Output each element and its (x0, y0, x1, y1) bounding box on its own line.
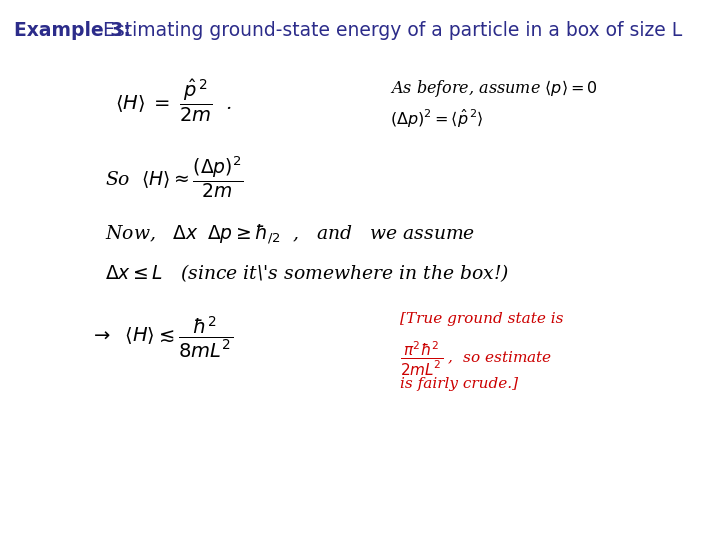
Text: Example 3:: Example 3: (14, 21, 131, 40)
Text: [True ground state is: [True ground state is (400, 312, 564, 326)
Text: As before, assume $\langle p \rangle = 0$: As before, assume $\langle p \rangle = 0… (390, 78, 598, 99)
Text: Now,   $\Delta x \;\;\Delta p \geq \hbar_{/2}$  ,   and   we assume: Now, $\Delta x \;\;\Delta p \geq \hbar_{… (105, 222, 475, 246)
Text: Estimating ground-state energy of a particle in a box of size L: Estimating ground-state energy of a part… (103, 21, 683, 40)
Text: $\rightarrow \;\; \langle H \rangle \lesssim \dfrac{\hbar^2}{8mL^2}$: $\rightarrow \;\; \langle H \rangle \les… (90, 315, 233, 361)
Text: is fairly crude.]: is fairly crude.] (400, 377, 518, 391)
Text: $\langle H \rangle \;=\; \dfrac{\hat{p}^{\,2}}{2m}$  .: $\langle H \rangle \;=\; \dfrac{\hat{p}^… (115, 78, 232, 124)
Text: $\Delta x \leq L$   (since it\'s somewhere in the box!): $\Delta x \leq L$ (since it\'s somewhere… (105, 262, 509, 284)
Text: $\dfrac{\pi^2\hbar^2}{2mL^2}$ ,  so estimate: $\dfrac{\pi^2\hbar^2}{2mL^2}$ , so estim… (400, 340, 552, 378)
Text: $(\Delta p)^2 = \langle \hat{p}^{\,2} \rangle$: $(\Delta p)^2 = \langle \hat{p}^{\,2} \r… (390, 108, 484, 130)
Text: So  $\langle H \rangle \approx \dfrac{(\Delta p)^2}{2m}$: So $\langle H \rangle \approx \dfrac{(\D… (105, 155, 243, 200)
